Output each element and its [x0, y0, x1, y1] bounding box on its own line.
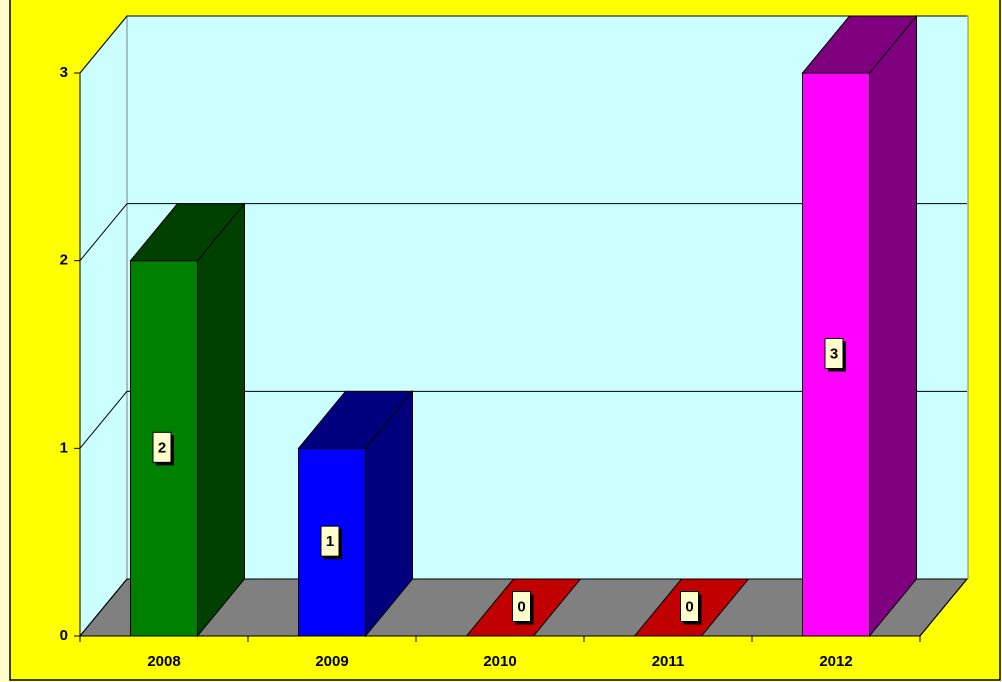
label-box — [680, 591, 699, 622]
x-tick-label: 2010 — [483, 653, 516, 670]
x-tick-label: 2012 — [819, 653, 852, 670]
y-tick-label: 0 — [60, 627, 68, 644]
data-label: 0 — [517, 598, 525, 615]
label-box — [320, 525, 340, 557]
bar-top — [801, 15, 918, 74]
data-label: 0 — [685, 598, 693, 615]
floor-edge — [919, 578, 968, 637]
data-label: 1 — [326, 533, 334, 550]
x-tick-label: 2009 — [315, 653, 348, 670]
bar-side — [869, 14, 917, 638]
label-box — [152, 431, 172, 463]
grid-line — [79, 203, 128, 261]
bar-top — [297, 390, 414, 449]
y-tick-label: 2 — [60, 252, 68, 269]
data-label: 3 — [830, 345, 838, 362]
x-tick-label: 2008 — [147, 653, 180, 670]
bar-side — [197, 202, 245, 638]
grid-line — [79, 578, 128, 637]
bar-top — [129, 203, 246, 262]
y-tick-label: 3 — [60, 64, 68, 81]
label-box — [512, 591, 531, 622]
grid-line — [79, 391, 128, 449]
data-label: 2 — [158, 439, 166, 456]
x-tick-label: 2011 — [652, 653, 685, 670]
label-box — [824, 338, 844, 369]
side-wall — [79, 14, 128, 638]
grid-line — [79, 15, 128, 74]
y-tick-label: 1 — [60, 439, 68, 456]
